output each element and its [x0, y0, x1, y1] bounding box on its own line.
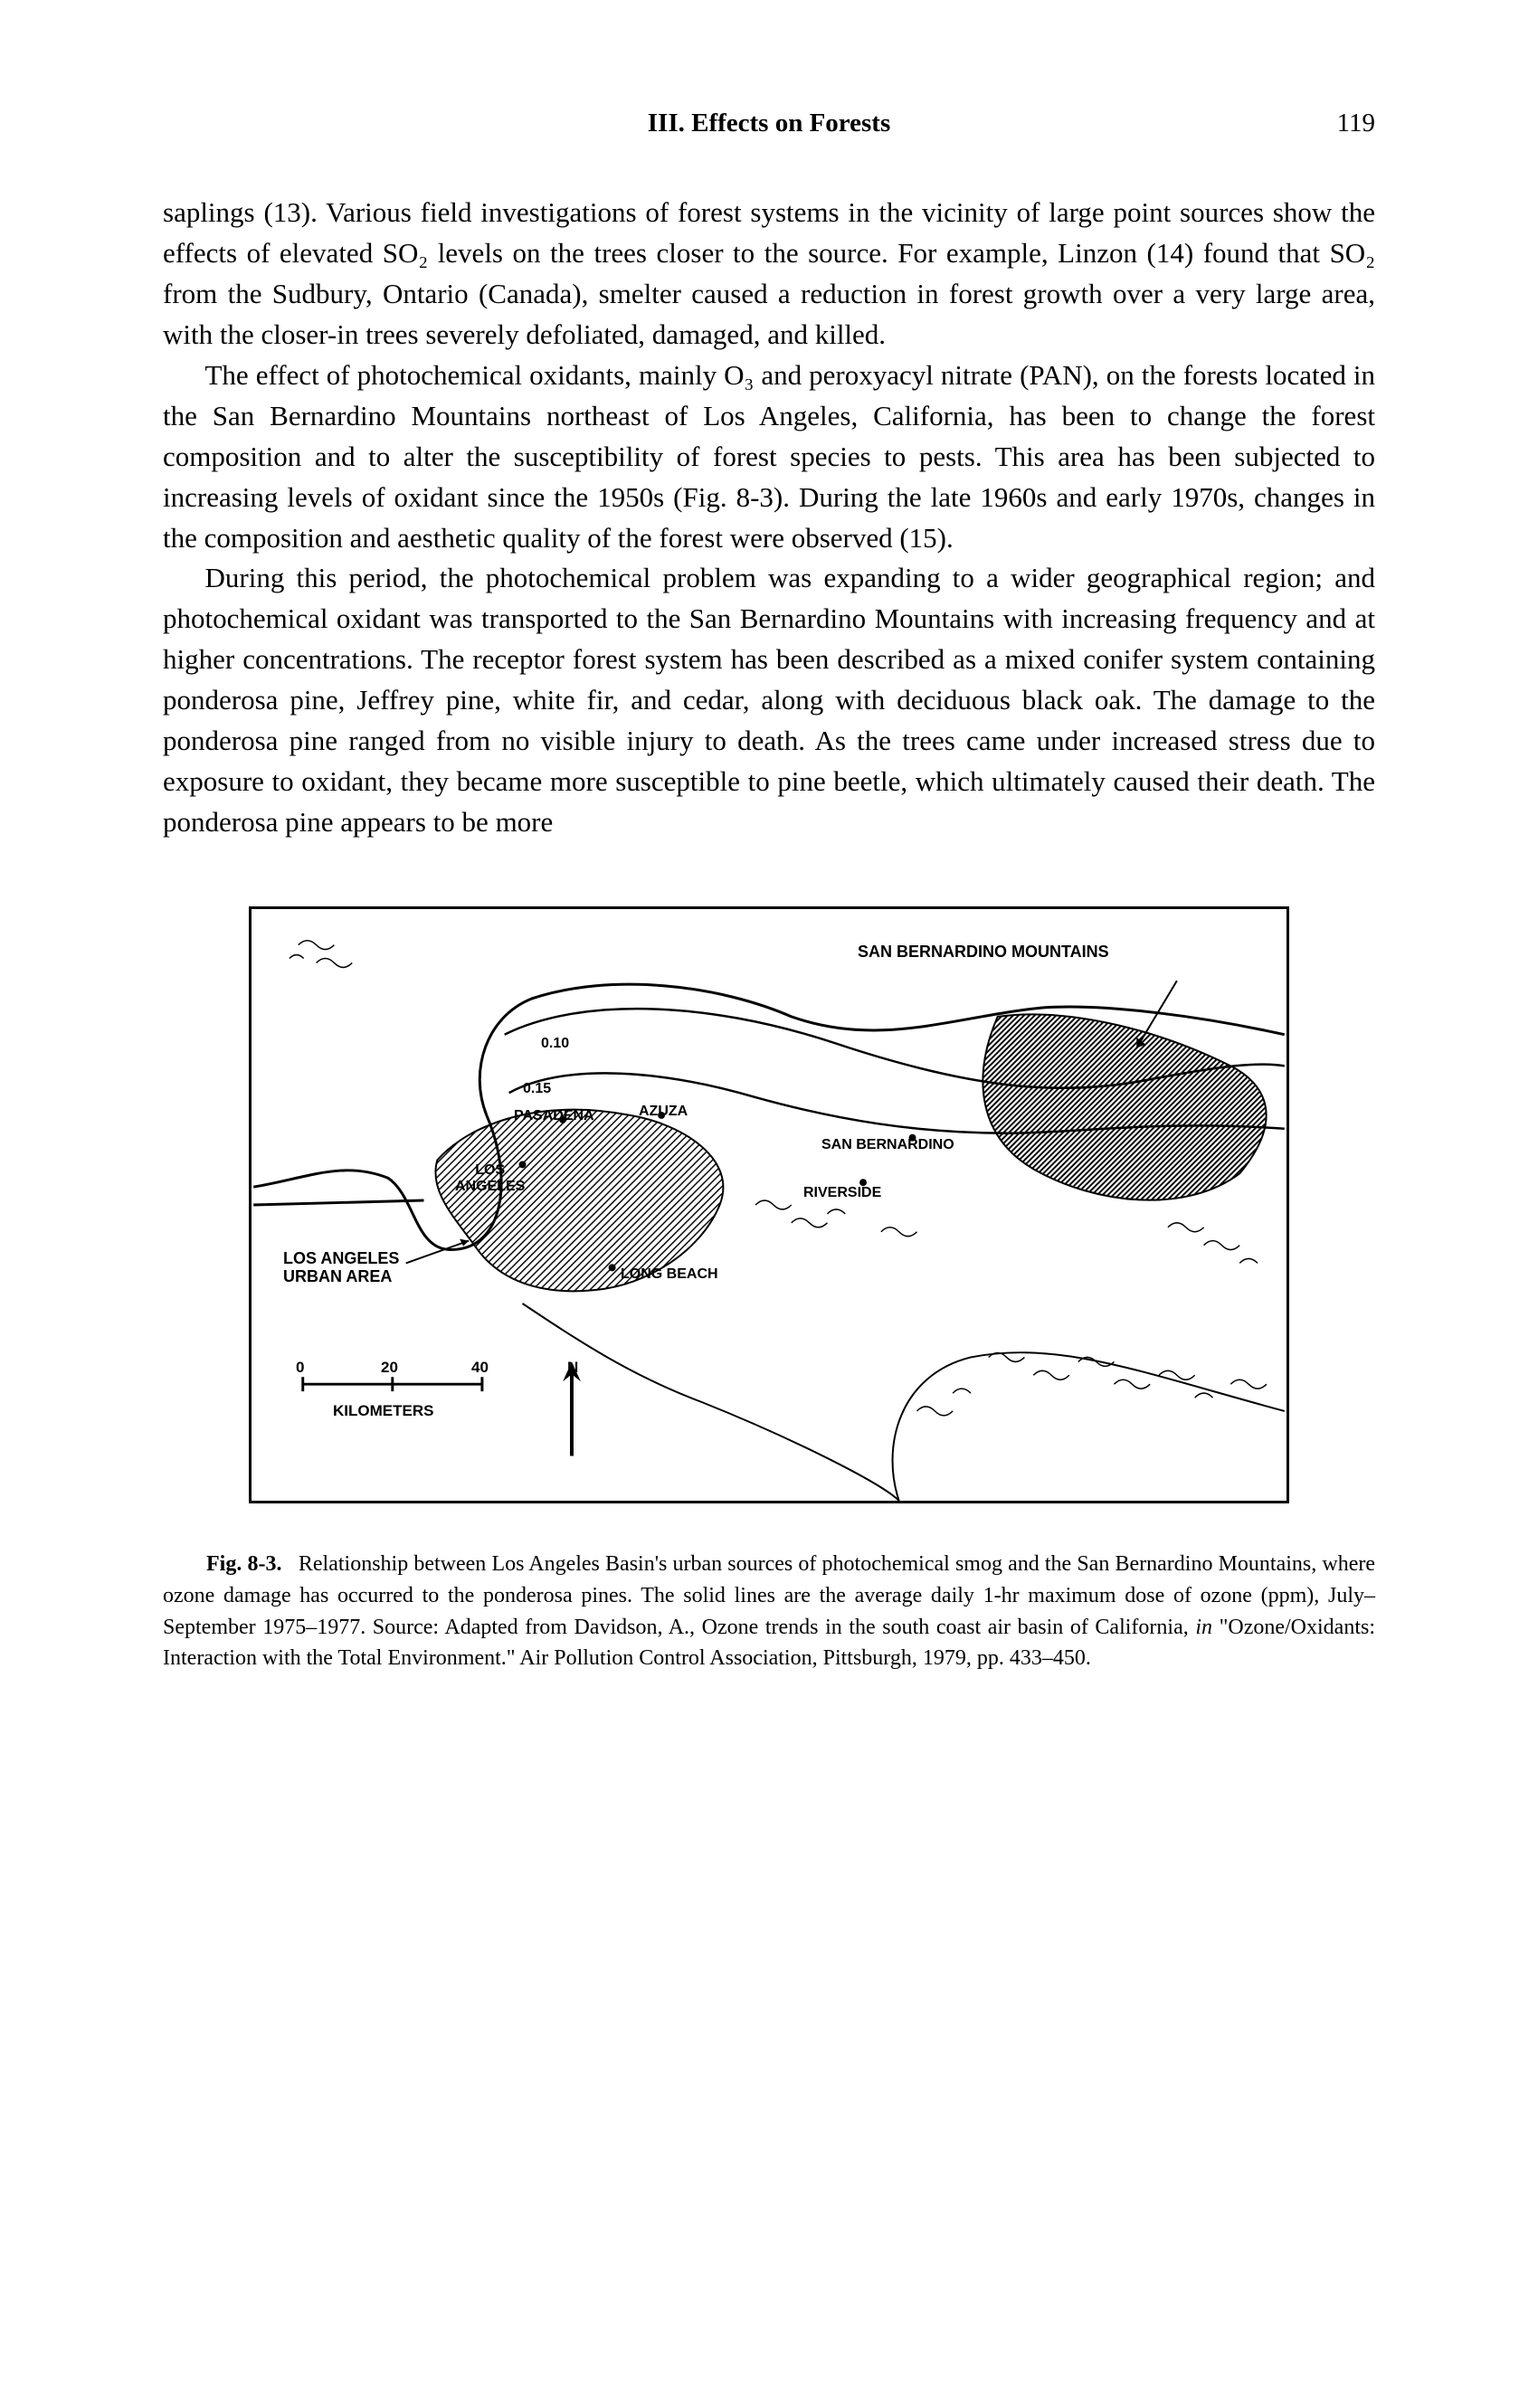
label-contour-010: 0.10	[541, 1036, 569, 1052]
figure-map: SAN BERNARDINO MOUNTAINS 0.10 0.15 PASAD…	[249, 906, 1289, 1503]
caption-text-1: Relationship between Los Angeles Basin's…	[163, 1552, 1375, 1639]
label-la-urban: LOS ANGELES URBAN AREA	[283, 1250, 399, 1286]
figure-caption: Fig. 8-3. Relationship between Los Angel…	[163, 1549, 1375, 1674]
scale-0: 0	[296, 1359, 304, 1377]
body-paragraph-3: During this period, the photochemical pr…	[163, 558, 1375, 843]
label-san-bernardino: SAN BERNARDINO	[821, 1137, 954, 1153]
label-contour-015: 0.15	[523, 1081, 551, 1097]
body-paragraph-2: The effect of photochemical oxidants, ma…	[163, 356, 1375, 559]
caption-prefix: Fig. 8-3.	[206, 1552, 281, 1576]
figure-container: SAN BERNARDINO MOUNTAINS 0.10 0.15 PASAD…	[163, 906, 1375, 1503]
north-label: N	[567, 1359, 578, 1377]
page-header: III. Effects on Forests 119	[163, 109, 1375, 138]
section-title: III. Effects on Forests	[163, 109, 1375, 138]
page-number: 119	[1337, 109, 1375, 138]
label-los-angeles: LOS ANGELES	[455, 1162, 525, 1194]
label-pasadena: PASADENA	[514, 1108, 594, 1124]
caption-italic: in	[1195, 1616, 1212, 1639]
label-san-bernardino-mtns: SAN BERNARDINO MOUNTAINS	[858, 943, 1109, 962]
label-azuza: AZUZA	[639, 1104, 688, 1120]
scale-20: 20	[381, 1359, 398, 1377]
label-riverside: RIVERSIDE	[803, 1185, 881, 1201]
label-long-beach: LONG BEACH	[621, 1266, 718, 1283]
scale-40: 40	[471, 1359, 489, 1377]
scale-unit: KILOMETERS	[333, 1402, 433, 1420]
body-paragraph-1: saplings (13). Various field investigati…	[163, 193, 1375, 356]
